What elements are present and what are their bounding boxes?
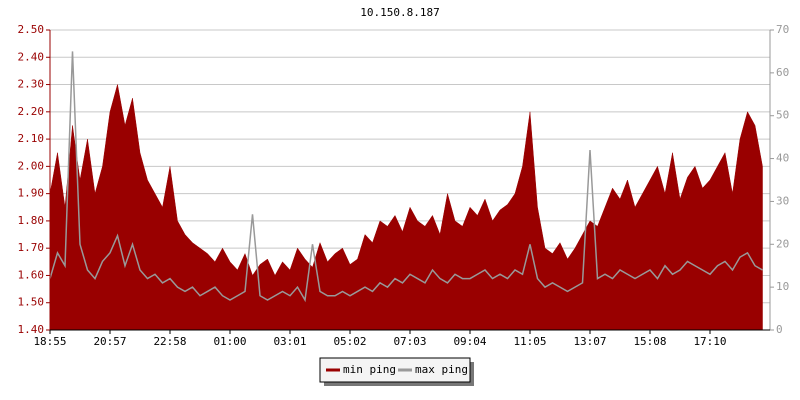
y2-tick-label: 30 [776,194,789,207]
x-tick-label: 07:03 [393,335,426,348]
y2-tick-label: 60 [776,66,789,79]
legend-box [319,357,471,383]
y-tick-label: 1.70 [18,241,45,254]
legend-label: min ping [343,363,396,376]
y2-tick-label: 0 [776,323,783,336]
y-tick-label: 2.10 [18,132,45,145]
y2-tick-label: 70 [776,23,789,36]
y2-tick-label: 50 [776,109,789,122]
y-tick-label: 1.90 [18,187,45,200]
y2-tick-label: 40 [776,152,789,165]
y-tick-label: 1.80 [18,214,45,227]
y-tick-label: 2.20 [18,105,45,118]
y2-tick-label: 20 [776,237,789,250]
area [49,84,763,331]
x-tick-label: 17:10 [693,335,726,348]
x-tick-label: 15:08 [633,335,666,348]
x-tick-label: 11:05 [513,335,546,348]
y-tick-label: 1.50 [18,296,45,309]
x-tick-label: 22:58 [153,335,186,348]
chart-title: 10.150.8.187 [360,6,439,19]
x-tick-label: 09:04 [453,335,486,348]
y2-tick-label: 10 [776,280,789,293]
y-tick-label: 2.50 [18,23,45,36]
legend-label: max ping [415,363,468,376]
x-tick-label: 05:02 [333,335,366,348]
y-tick-label: 2.30 [18,78,45,91]
y-tick-label: 1.60 [18,268,45,281]
x-tick-label: 01:00 [213,335,246,348]
x-tick-label: 20:57 [93,335,126,348]
x-tick-label: 13:07 [573,335,606,348]
line [49,51,763,303]
y-tick-label: 2.00 [18,159,45,172]
y-tick-label: 2.40 [18,50,45,63]
x-tick-label: 18:55 [33,335,66,348]
y-tick-label: 1.40 [18,323,45,336]
x-tick-label: 03:01 [273,335,306,348]
